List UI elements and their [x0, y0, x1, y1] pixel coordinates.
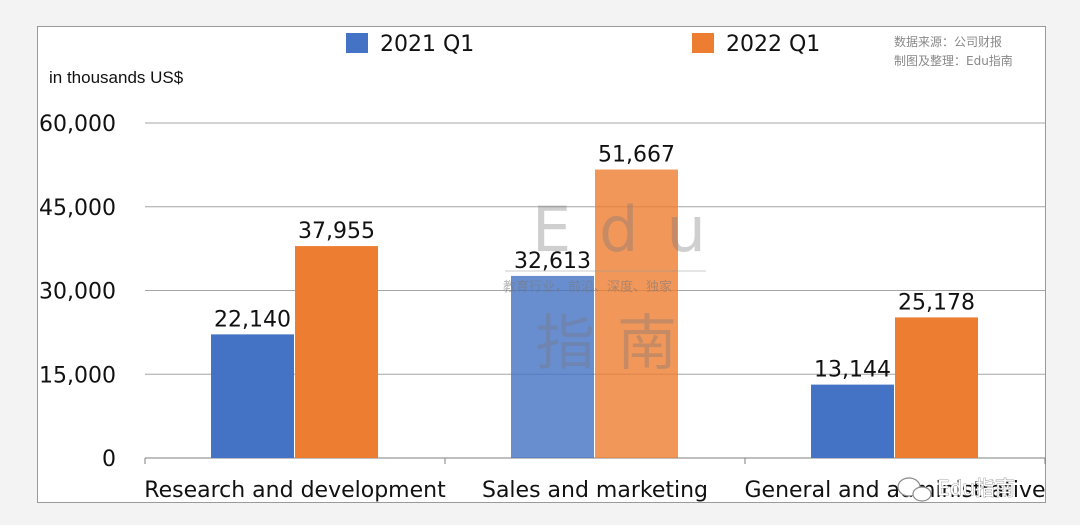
- x-tick-label: Research and development: [144, 478, 446, 503]
- watermark-logo-text: Edu: [532, 193, 734, 266]
- y-axis-label: in thousands US$: [49, 68, 184, 87]
- data-label: 25,178: [898, 290, 975, 315]
- source-note-line-1: 数据来源：公司财报: [894, 34, 1002, 49]
- x-tick-label: Sales and marketing: [482, 478, 708, 503]
- bar: [811, 384, 894, 458]
- y-tick-label: 0: [102, 447, 116, 472]
- legend-label-2022-q1: 2022 Q1: [726, 32, 820, 57]
- legend: 2021 Q1 2022 Q1: [346, 32, 820, 57]
- x-tick-label: General and administrative: [744, 478, 1045, 503]
- bars: [211, 169, 978, 458]
- brand-mark-text: Edu指南: [937, 476, 1015, 500]
- bar: [295, 246, 378, 458]
- legend-label-2021-q1: 2021 Q1: [380, 32, 474, 57]
- watermark-tagline: 教育行业，前沿、深度、独家: [503, 279, 672, 295]
- y-tick-label: 45,000: [39, 196, 116, 221]
- data-label: 32,613: [514, 249, 591, 274]
- bar: [595, 169, 678, 458]
- source-note-line-2: 制图及整理：Edu指南: [894, 53, 1013, 68]
- data-label: 13,144: [814, 358, 891, 383]
- source-note: 数据来源：公司财报 制图及整理：Edu指南: [894, 34, 1013, 68]
- y-tick-label: 15,000: [39, 363, 116, 388]
- legend-swatch-2021-q1: [346, 33, 368, 53]
- data-label: 22,140: [214, 307, 291, 332]
- watermark-logo-text-cn: 指南: [535, 309, 699, 379]
- bar: [511, 275, 594, 458]
- legend-swatch-2022-q1: [692, 33, 714, 53]
- y-tick-label: 30,000: [39, 280, 116, 305]
- brand-mark: Edu指南: [897, 476, 1015, 502]
- watermark: Edu 教育行业，前沿、深度、独家 指南: [503, 193, 734, 379]
- y-tick-label: 60,000: [39, 112, 116, 137]
- data-label: 37,955: [298, 219, 375, 244]
- wechat-icon: [897, 477, 932, 502]
- data-labels: 22,140 37,955 32,613 51,667 13,144 25,178: [214, 143, 975, 383]
- data-label: 51,667: [598, 143, 675, 168]
- bar: [211, 334, 294, 458]
- bar: [895, 317, 978, 458]
